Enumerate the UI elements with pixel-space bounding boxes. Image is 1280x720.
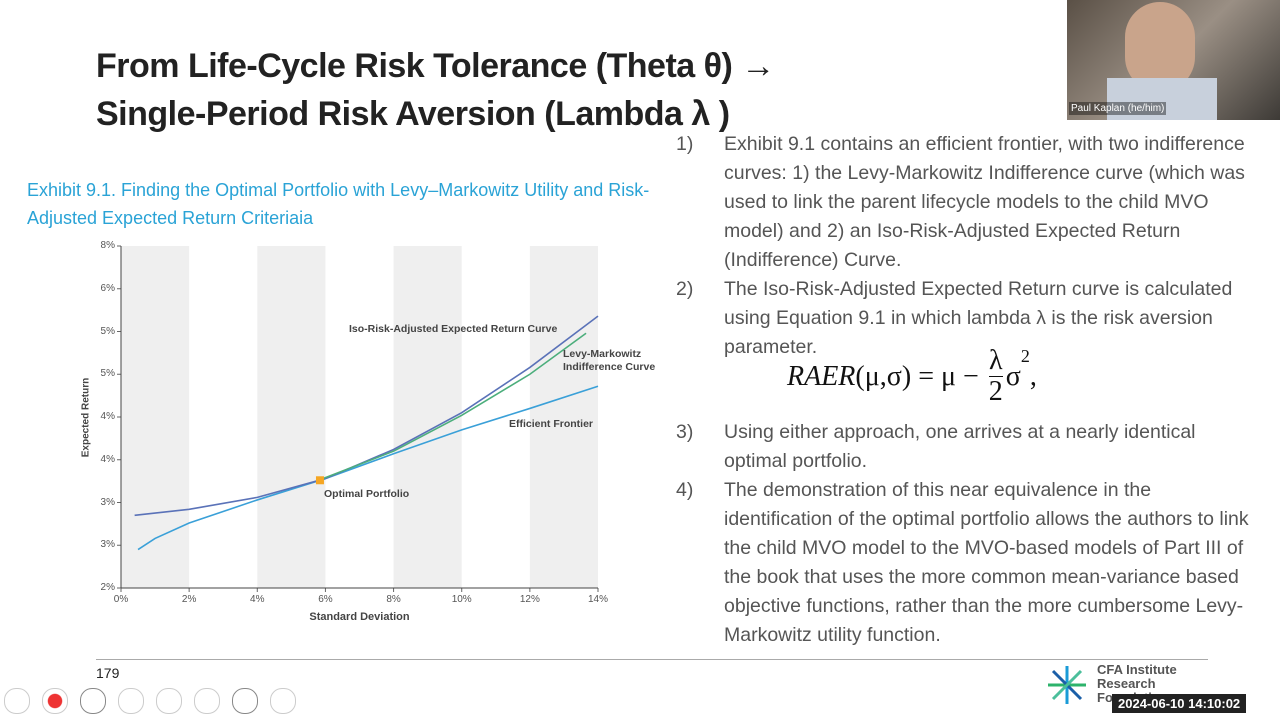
bullet-item: 2) The Iso-Risk-Adjusted Expected Return … bbox=[676, 275, 1256, 362]
prev-button[interactable] bbox=[4, 688, 30, 714]
bullet-number: 3) bbox=[676, 421, 694, 443]
bullet-item: 3) Using either approach, one arrives at … bbox=[676, 418, 1256, 476]
series-label: Iso-Risk-Adjusted Expected Return Curve bbox=[349, 323, 558, 335]
toolbar bbox=[4, 688, 296, 714]
camera-button[interactable] bbox=[232, 688, 258, 714]
footer-rule bbox=[96, 659, 1208, 660]
band bbox=[257, 246, 326, 588]
band bbox=[529, 246, 598, 588]
bullet-text: Using either approach, one arrives at a … bbox=[724, 421, 1196, 472]
webcam: Paul Kaplan (he/him) bbox=[1067, 0, 1280, 120]
y-tick-label: 4% bbox=[100, 411, 115, 422]
bullet-number: 1) bbox=[676, 133, 694, 155]
x-tick-label: 6% bbox=[318, 594, 333, 605]
x-tick-label: 10% bbox=[451, 594, 472, 605]
eq-args: (μ,σ) bbox=[855, 360, 912, 392]
series-label: Levy-Markowitz Indifference Curve bbox=[563, 348, 656, 373]
series-label: Efficient Frontier bbox=[509, 418, 594, 430]
bullet-text: Exhibit 9.1 contains an efficient fronti… bbox=[724, 133, 1245, 271]
shirt bbox=[1107, 78, 1217, 120]
y-axis-label: Expected Return bbox=[80, 377, 92, 458]
exhibit-title: Exhibit 9.1. Finding the Optimal Portfol… bbox=[27, 180, 650, 228]
zoom-button[interactable] bbox=[156, 688, 182, 714]
y-tick-label: 3% bbox=[100, 496, 115, 508]
x-axis-label: Standard Deviation bbox=[309, 611, 410, 623]
title-line: Single-Period Risk Aversion (Lambda λ ) bbox=[96, 95, 730, 133]
x-tick-label: 0% bbox=[113, 594, 129, 605]
page-number: 179 bbox=[96, 665, 120, 681]
y-tick-label: 4% bbox=[100, 453, 115, 465]
more-button[interactable] bbox=[270, 688, 296, 714]
series-line bbox=[137, 385, 599, 551]
logo-line: CFA Institute bbox=[1097, 662, 1177, 677]
eq-sigma: σ bbox=[1005, 360, 1021, 392]
eq-num: λ bbox=[988, 345, 1003, 377]
band bbox=[121, 246, 190, 588]
point-label: Optimal Portfolio bbox=[324, 488, 410, 500]
bullet-item: 4) The demonstration of this near equival… bbox=[676, 476, 1256, 650]
bullet-item: 1) Exhibit 9.1 contains an efficient fron… bbox=[676, 130, 1256, 275]
y-tick-label: 8% bbox=[100, 240, 115, 251]
eq-exp: 2 bbox=[1020, 346, 1030, 366]
y-tick-label: 5% bbox=[100, 325, 115, 337]
y-tick-label: 5% bbox=[100, 368, 115, 380]
copy-button[interactable] bbox=[118, 688, 144, 714]
eq-tail: , bbox=[1029, 360, 1037, 392]
series-line bbox=[318, 332, 587, 482]
eq-middle: = μ − bbox=[911, 360, 986, 392]
logo-line: Research bbox=[1097, 676, 1156, 691]
participant-name: Paul Kaplan (he/him) bbox=[1069, 102, 1167, 115]
x-tick-label: 8% bbox=[386, 594, 401, 605]
x-tick-label: 4% bbox=[250, 594, 265, 605]
bullet-list: 1) Exhibit 9.1 contains an efficient fron… bbox=[676, 130, 1256, 650]
band bbox=[393, 246, 462, 588]
y-tick-label: 3% bbox=[100, 539, 115, 551]
pointer-button[interactable] bbox=[42, 688, 68, 714]
logo-mark bbox=[1048, 666, 1086, 704]
title-line: From Life-Cycle Risk Tolerance (Theta θ)… bbox=[96, 47, 775, 85]
y-tick-label: 2% bbox=[100, 582, 115, 593]
bullet-text: The demonstration of this near equivalen… bbox=[724, 479, 1249, 646]
series-line bbox=[134, 315, 599, 517]
person bbox=[1125, 2, 1195, 92]
point bbox=[315, 476, 324, 485]
eq-lhs: RAER bbox=[787, 360, 856, 392]
bullet-number: 4) bbox=[676, 479, 694, 501]
subtitle-button[interactable] bbox=[194, 688, 220, 714]
bullet-number: 2) bbox=[676, 278, 694, 300]
timestamp: 2024-06-10 14:10:02 bbox=[1112, 694, 1247, 713]
bullet-text: The Iso-Risk-Adjusted Expected Return cu… bbox=[724, 278, 1233, 358]
pen-button[interactable] bbox=[80, 688, 106, 714]
x-tick-label: 2% bbox=[181, 594, 197, 605]
eq-den: 2 bbox=[988, 376, 1003, 407]
x-tick-label: 14% bbox=[587, 594, 608, 605]
slide-title: From Life-Cycle Risk Tolerance (Theta θ)… bbox=[96, 42, 775, 138]
y-tick-label: 6% bbox=[100, 282, 115, 294]
x-tick-label: 12% bbox=[519, 594, 540, 605]
